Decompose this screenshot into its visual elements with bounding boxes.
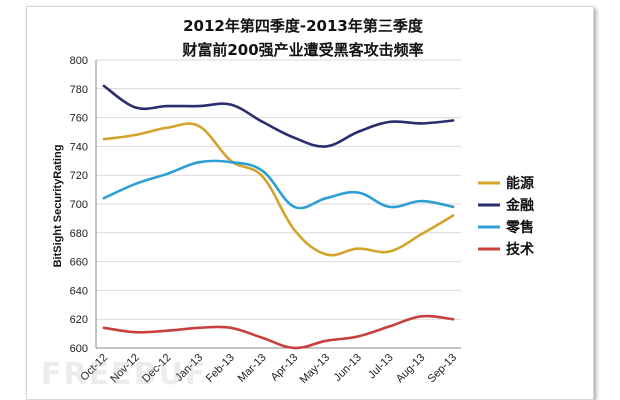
data-point	[356, 335, 360, 338]
data-point	[261, 169, 264, 173]
chart-title-line-2: 财富前200强产业遭受黑客攻击频率	[182, 41, 423, 59]
data-point	[229, 103, 233, 106]
data-point	[293, 228, 296, 232]
data-point	[293, 136, 296, 139]
data-point	[388, 250, 391, 253]
data-point	[324, 339, 328, 342]
data-point	[451, 205, 455, 209]
data-point	[102, 138, 106, 141]
y-tick-label: 620	[70, 314, 88, 326]
data-point	[420, 122, 423, 125]
series-line-2	[102, 159, 455, 210]
legend-label: 金融	[505, 197, 534, 214]
data-point	[293, 205, 296, 209]
data-point	[451, 214, 455, 217]
y-tick-label: 720	[70, 170, 88, 182]
y-tick-label: 640	[70, 285, 88, 297]
series-line-1	[102, 84, 455, 148]
data-point	[197, 104, 201, 108]
legend-label: 零售	[505, 219, 534, 236]
y-tick-label: 780	[70, 84, 88, 96]
y-tick-label: 600	[70, 343, 88, 355]
series-lines	[102, 84, 455, 350]
data-point	[197, 161, 201, 164]
data-point	[388, 120, 391, 124]
data-point	[420, 315, 423, 318]
y-tick-label: 760	[70, 113, 88, 125]
data-point	[102, 197, 106, 200]
x-tick-label: Apr-13	[269, 352, 301, 384]
x-tick-label: Feb-13	[204, 352, 237, 385]
data-point	[166, 172, 169, 175]
data-point	[324, 197, 328, 200]
data-point	[134, 182, 137, 186]
y-tick-label: 800	[70, 55, 88, 67]
x-tick-label: Mar-13	[236, 352, 269, 385]
x-tick-label: Jul-13	[366, 352, 396, 382]
data-point	[356, 191, 360, 194]
y-tick-label: 660	[70, 257, 88, 269]
data-point	[420, 233, 423, 236]
data-point	[261, 120, 264, 124]
data-point	[324, 145, 328, 148]
data-point	[166, 126, 169, 129]
data-point	[388, 205, 391, 209]
axes	[95, 60, 461, 349]
series-line-0	[102, 122, 455, 257]
x-tick-label: Sep-13	[426, 352, 460, 386]
y-tick-label: 740	[70, 141, 88, 153]
data-point	[102, 326, 106, 330]
series-line-3	[102, 314, 455, 350]
data-point	[261, 336, 264, 340]
data-point	[197, 125, 201, 128]
y-tick-label: 700	[70, 199, 88, 211]
y-tick-labels: 600 620 640 660 680 700 720 740 760 780 800	[70, 55, 88, 355]
data-point	[451, 119, 455, 122]
data-point	[197, 326, 201, 330]
y-axis-label: BitSight SecurityRating	[52, 145, 64, 268]
data-point	[166, 104, 169, 108]
data-point	[134, 106, 137, 109]
legend-label: 技术	[506, 241, 534, 258]
data-point	[324, 253, 328, 256]
data-point	[356, 247, 360, 250]
data-point	[420, 199, 423, 203]
data-point	[229, 326, 233, 330]
data-point	[293, 346, 296, 350]
line-chart: 2012年第四季度-2013年第三季度 财富前200强产业遭受黑客攻击频率 Bi…	[52, 17, 534, 386]
data-point	[261, 175, 264, 178]
x-tick-label: Aug-13	[394, 352, 428, 386]
data-point	[229, 161, 233, 164]
data-point	[388, 325, 391, 328]
chart-title-line-1: 2012年第四季度-2013年第三季度	[183, 17, 424, 35]
data-point	[102, 84, 106, 88]
y-tick-label: 680	[70, 228, 88, 240]
data-point	[134, 133, 137, 137]
data-point	[134, 330, 137, 334]
x-tick-label: Jun-13	[332, 352, 364, 384]
chart-frame: 2012年第四季度-2013年第三季度 财富前200强产业遭受黑客攻击频率 Bi…	[26, 6, 594, 400]
x-tick-label: May-13	[298, 352, 332, 386]
data-point	[451, 318, 455, 321]
data-point	[166, 329, 169, 332]
watermark: FREEBUF	[41, 357, 208, 392]
legend-label: 能源	[506, 175, 534, 192]
data-point	[356, 130, 360, 134]
